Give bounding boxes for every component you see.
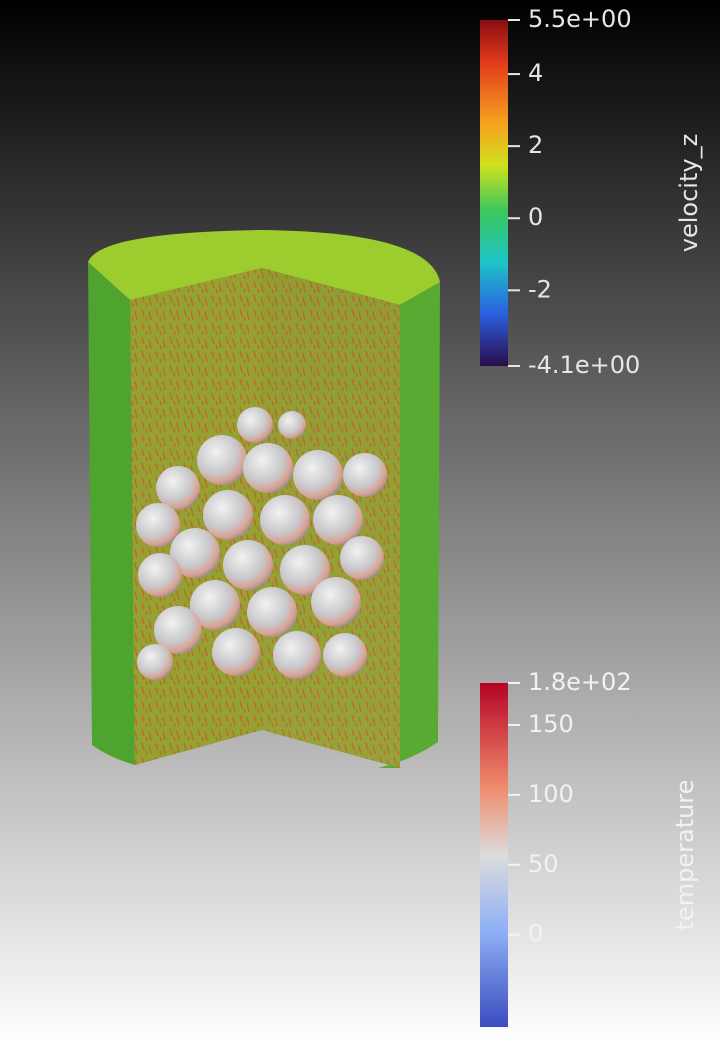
color-legends: 5.5e+00 4 2 0 -2 -4.1e+00 velocity_z 1.8e+02 150… bbox=[480, 5, 703, 1027]
legend-title: velocity_z bbox=[675, 134, 703, 252]
sphere bbox=[313, 495, 363, 545]
tick-label: 0 bbox=[528, 920, 543, 948]
legend-title: temperature bbox=[671, 780, 699, 931]
tick-label: 5.5e+00 bbox=[528, 5, 632, 33]
sphere bbox=[273, 631, 321, 679]
sphere bbox=[197, 435, 247, 485]
sphere bbox=[190, 580, 240, 630]
sphere bbox=[293, 450, 343, 500]
sphere bbox=[212, 628, 260, 676]
tick-label: -4.1e+00 bbox=[528, 351, 640, 379]
sphere bbox=[343, 453, 387, 497]
tick-label: 50 bbox=[528, 850, 559, 878]
sphere bbox=[243, 443, 293, 493]
sphere bbox=[138, 553, 182, 597]
tick-label: 4 bbox=[528, 59, 543, 87]
sphere bbox=[278, 411, 306, 439]
sphere bbox=[311, 577, 361, 627]
tick-label: 100 bbox=[528, 780, 574, 808]
tick-label: 2 bbox=[528, 131, 543, 159]
sphere bbox=[323, 633, 367, 677]
sphere bbox=[156, 466, 200, 510]
color-bar bbox=[480, 20, 508, 366]
sphere bbox=[170, 528, 220, 578]
sphere bbox=[340, 536, 384, 580]
tick-label: 150 bbox=[528, 710, 574, 738]
top-face bbox=[88, 230, 440, 305]
sphere bbox=[237, 407, 273, 443]
sphere bbox=[137, 644, 173, 680]
color-bar bbox=[480, 683, 508, 1027]
outer-wall-right bbox=[378, 282, 440, 768]
sphere bbox=[247, 587, 297, 637]
cylinder bbox=[88, 230, 440, 768]
tick-label: 0 bbox=[528, 203, 543, 231]
sphere bbox=[136, 503, 180, 547]
tick-label: 1.8e+02 bbox=[528, 668, 632, 696]
sphere bbox=[223, 540, 273, 590]
sphere bbox=[154, 606, 202, 654]
particles bbox=[136, 407, 387, 680]
sphere bbox=[203, 490, 253, 540]
outer-wall-left bbox=[88, 262, 135, 765]
tick-label: -2 bbox=[528, 275, 552, 303]
sphere bbox=[280, 545, 330, 595]
sphere bbox=[260, 495, 310, 545]
